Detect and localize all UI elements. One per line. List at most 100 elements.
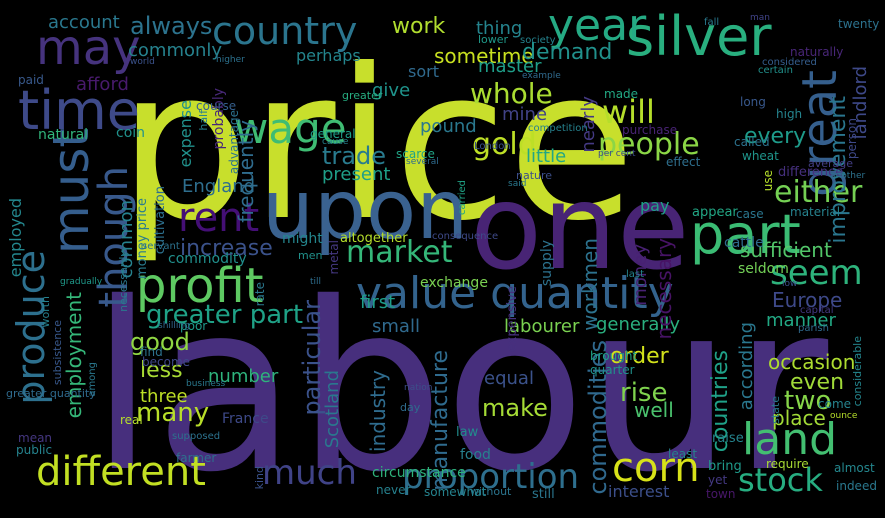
word-raise: least <box>668 447 698 461</box>
word-man: fall <box>704 17 720 28</box>
word-gradually: necessarily <box>117 250 130 312</box>
word-trade: trade <box>322 142 386 170</box>
word-wheat: effect <box>666 155 701 169</box>
word-fall: twenty <box>838 17 880 31</box>
word-require: bring <box>708 459 742 474</box>
word-three: three <box>140 386 188 407</box>
word-present: present <box>322 164 391 185</box>
word-demand: demand <box>522 40 613 65</box>
word-competition: London <box>474 141 511 152</box>
word-occasion: occasion <box>768 350 856 374</box>
word-capital: nation <box>404 383 433 393</box>
word-pay: pay <box>640 196 670 215</box>
word-almost: require <box>766 457 809 471</box>
word-law: food <box>460 447 491 463</box>
word-farmer: public <box>16 443 53 457</box>
word-bring: never <box>376 483 411 497</box>
word-make: make <box>482 394 548 422</box>
word-seem: seem <box>770 253 863 293</box>
word-altogether: altogether <box>340 231 408 246</box>
word-industry: industry <box>366 370 390 452</box>
word-manner: manner <box>766 310 836 331</box>
word-value-quantity: value quantity <box>356 268 674 319</box>
word-little: little <box>526 146 567 167</box>
word-subsistence: worth <box>39 296 52 328</box>
word-person: high <box>776 107 803 121</box>
word-greater-part: greater part <box>146 300 304 330</box>
word-place: place <box>772 406 826 430</box>
word-scotland: Scotland <box>322 370 343 449</box>
word-supply: expensive <box>505 286 520 353</box>
word-yet: town <box>706 487 736 501</box>
word-even: even <box>790 370 845 395</box>
word-still: law <box>456 425 479 440</box>
word-cause: average <box>808 157 854 170</box>
word-sort: sort <box>408 62 439 81</box>
word-several: cause <box>322 137 349 147</box>
word-find: shilling <box>158 321 190 331</box>
word-lower: greater <box>342 89 383 102</box>
word-order: order <box>610 344 669 369</box>
word-will: will <box>602 93 655 131</box>
word-course: half <box>197 110 210 131</box>
word-world: higher <box>216 55 245 65</box>
word-commonly: commonly <box>128 40 223 61</box>
word-business: become <box>142 355 191 369</box>
word-general: scarce <box>396 147 435 161</box>
word-interest: interest <box>608 482 670 501</box>
word-another: use <box>761 170 775 192</box>
word-might: might <box>282 231 323 247</box>
word-perhaps: perhaps <box>296 46 361 65</box>
word-till: men <box>298 249 323 262</box>
word-number: number <box>208 366 279 387</box>
word-work: work <box>392 14 446 39</box>
word-shilling: subsistence <box>51 320 64 386</box>
word-less: less <box>140 358 183 383</box>
word-probably: probably <box>211 88 227 150</box>
word-account: account <box>48 12 120 33</box>
word-thing: thing <box>476 18 523 39</box>
word-scarce: made <box>604 87 639 101</box>
word-naturally: person <box>845 118 859 160</box>
word-wage: wage <box>234 104 347 153</box>
word-increase: increase <box>180 236 273 261</box>
word-metal: supply <box>539 240 555 287</box>
word-state: considerable <box>851 336 864 407</box>
word-called: wheat <box>742 149 779 163</box>
word-effect: material <box>790 205 841 219</box>
word-case: appear <box>692 205 738 220</box>
word-made: purchase <box>622 123 678 137</box>
word-mean: supposed <box>172 431 221 442</box>
word-first: first <box>360 292 396 313</box>
word-indeed: almost <box>834 461 875 475</box>
word-always: always <box>130 12 213 40</box>
word-labourer: labourer <box>504 316 580 337</box>
word-brought: quarter <box>590 363 635 377</box>
word-equal: equal <box>484 368 534 389</box>
word-many: many <box>136 398 210 428</box>
word-necessary: necessary <box>652 238 676 340</box>
word-worth: gradually <box>60 277 103 287</box>
word-low: last <box>626 269 645 280</box>
word-england: England <box>182 176 256 197</box>
word-purchase: called <box>734 135 770 149</box>
word-much: much <box>262 453 357 493</box>
word-proportion: proportion <box>402 457 580 497</box>
word-may: may <box>36 20 141 76</box>
word-cattle: cattle <box>724 235 764 251</box>
word-according: according <box>736 322 757 411</box>
word-ounce: come <box>818 397 852 411</box>
word-give: give <box>372 80 411 101</box>
word-time: time <box>18 79 141 142</box>
word-commodity: commodity <box>168 251 247 267</box>
word-material: case <box>736 207 764 221</box>
word-stock: stock <box>738 461 823 499</box>
word-employed: employed <box>6 198 25 278</box>
word-paid: paid <box>18 73 44 87</box>
word-well: well <box>634 398 674 422</box>
word-natural: natural <box>38 127 89 143</box>
word-rise: rise <box>620 378 668 408</box>
word-mine: mine <box>502 104 548 125</box>
word-generally: generally <box>596 314 681 335</box>
word-per-cent: said <box>508 179 527 189</box>
